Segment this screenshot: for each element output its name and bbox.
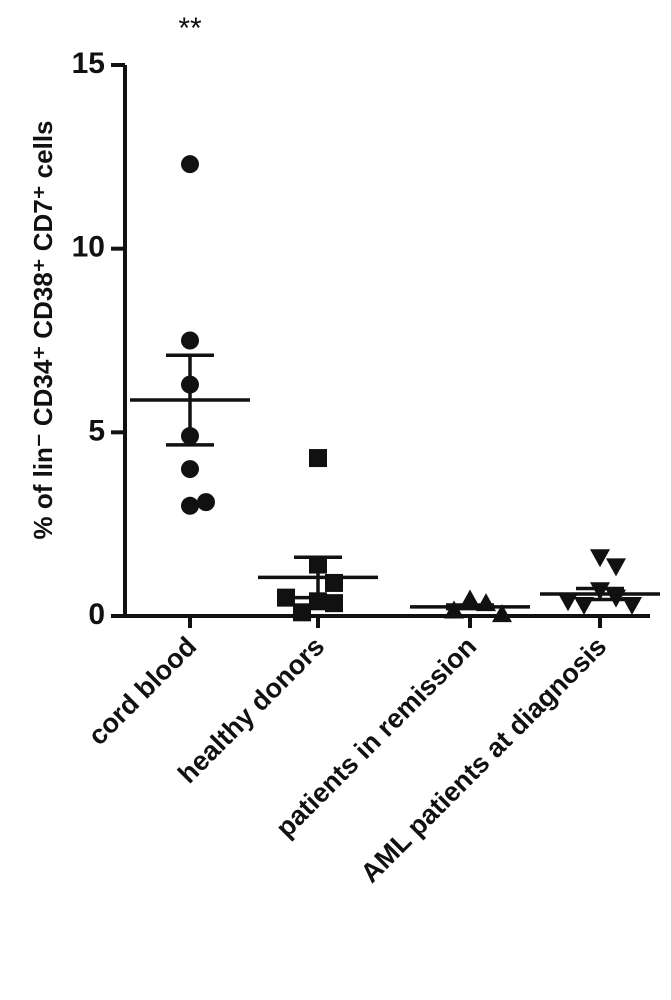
x-tick-label: AML patients at diagnosis — [355, 631, 612, 888]
error-bar — [294, 555, 342, 600]
data-point — [181, 496, 199, 515]
data-point — [590, 549, 610, 568]
annotation: ** — [178, 12, 202, 45]
error-bar — [446, 603, 494, 611]
data-point — [293, 603, 311, 622]
y-axis-label: % of lin⁻ CD34⁺ CD38⁺ CD7⁺ cells — [28, 120, 58, 539]
data-point — [622, 596, 642, 615]
y-tick-label: 10 — [72, 231, 105, 264]
data-point — [197, 493, 215, 512]
data-point — [181, 155, 199, 174]
data-point — [181, 331, 199, 350]
error-bar — [576, 586, 624, 602]
data-point — [181, 460, 199, 479]
data-point — [606, 558, 626, 577]
error-bar — [166, 353, 214, 447]
data-point — [309, 449, 327, 468]
y-tick-label: 15 — [72, 47, 105, 80]
data-point — [277, 588, 295, 607]
data-point — [574, 596, 594, 615]
data-point — [558, 593, 578, 612]
data-point — [492, 604, 512, 623]
data-point — [460, 589, 480, 608]
x-tick-label: cord blood — [82, 631, 202, 751]
y-tick-label: 5 — [88, 414, 105, 447]
y-tick-label: 0 — [88, 598, 105, 631]
